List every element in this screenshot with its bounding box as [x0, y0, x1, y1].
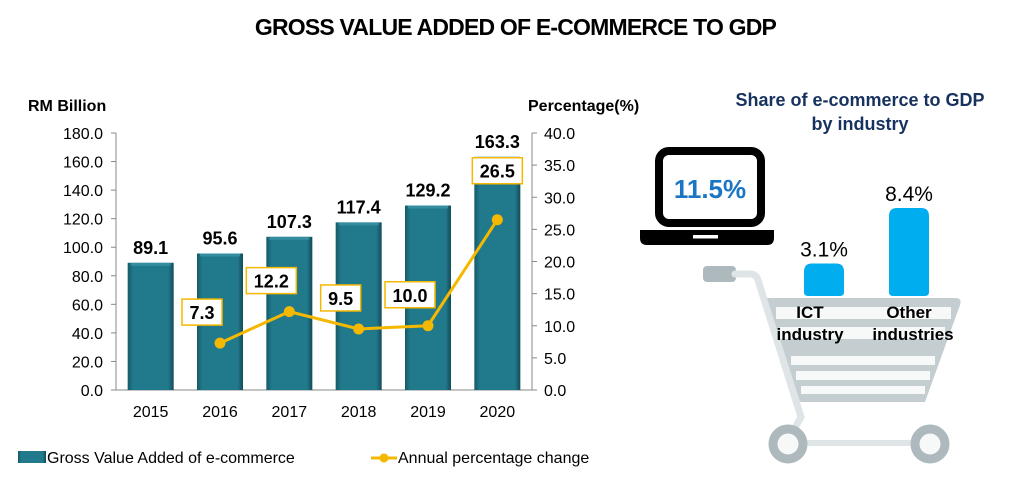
- legend-bar-swatch: [18, 451, 46, 463]
- right-tick-label: 10.0: [544, 319, 575, 336]
- bar-highlight: [269, 236, 310, 240]
- bar-data-label: 107.3: [267, 212, 312, 232]
- right-tick-label: 25.0: [544, 222, 575, 239]
- industry-value-label: 3.1%: [800, 239, 848, 262]
- bar-highlight: [130, 262, 171, 266]
- bar: [127, 262, 174, 390]
- line-point: [353, 323, 365, 335]
- right-tick-label: 30.0: [544, 190, 575, 207]
- line-data-label: 12.2: [254, 272, 289, 292]
- line-point: [283, 306, 295, 318]
- left-tick-label: 140.0: [63, 183, 103, 200]
- line-data-label: 7.3: [189, 303, 214, 323]
- bar-data-label: 163.3: [475, 132, 520, 152]
- industry-bar: [889, 208, 929, 296]
- x-tick-label: 2019: [410, 404, 446, 421]
- total-share-label: 11.5%: [674, 174, 746, 204]
- left-axis: 0.0 20.0 40.0 60.0 80.0 100.0 120.0 140.0 160.0 1…: [63, 126, 532, 400]
- left-tick-label: 120.0: [63, 212, 103, 229]
- chart-title: GROSS VALUE ADDED OF E-COMMERCE TO GDP: [254, 14, 777, 40]
- industry-name-line2: industries: [872, 325, 953, 344]
- bar-data-label: 95.6: [202, 229, 237, 249]
- left-tick-label: 40.0: [72, 326, 103, 343]
- line-point: [422, 320, 434, 332]
- x-tick-label: 2017: [272, 404, 308, 421]
- industry-name-line2: industry: [776, 325, 844, 344]
- industry-value-label: 8.4%: [885, 183, 933, 206]
- industry-name-line1: ICT: [796, 303, 824, 322]
- legend-bar-label: Gross Value Added of e-commerce: [47, 450, 295, 467]
- shopping-cart-icon: [703, 266, 961, 464]
- x-tick-label: 2015: [133, 404, 169, 421]
- line-point: [491, 214, 503, 226]
- bar-highlight: [338, 222, 379, 226]
- right-tick-label: 40.0: [544, 126, 575, 143]
- line-data-label-box: [181, 298, 223, 326]
- right-tick-label: 35.0: [544, 158, 575, 175]
- right-tick-label: 0.0: [544, 383, 566, 400]
- line-data-label-box: [471, 156, 524, 185]
- line-data-label: 26.5: [480, 162, 515, 182]
- left-tick-label: 100.0: [63, 240, 103, 257]
- share-title-line2: by industry: [811, 114, 909, 134]
- right-axis: 0.0 5.0 10.0 15.0 20.0 25.0 30.0 35.0 40.0: [531, 126, 575, 400]
- line-point: [214, 337, 226, 349]
- left-tick-label: 0.0: [81, 383, 103, 400]
- right-tick-label: 15.0: [544, 287, 575, 304]
- right-tick-label: 5.0: [544, 351, 566, 368]
- line-series: 7.3 12.2 9.5 10.0 26.5: [181, 156, 524, 349]
- x-tick-label: 2018: [341, 404, 377, 421]
- line-data-label-box: [319, 284, 362, 312]
- line-data-label: 9.5: [328, 289, 353, 309]
- share-title: Share of e-commerce to GDP by industry: [690, 88, 1030, 136]
- bar-data-label: 129.2: [405, 181, 450, 201]
- x-tick-label: 2016: [202, 404, 238, 421]
- left-tick-label: 180.0: [63, 126, 103, 143]
- x-tick-label: 2020: [480, 404, 516, 421]
- line-data-label: 10.0: [392, 286, 427, 306]
- left-tick-label: 20.0: [72, 354, 103, 371]
- industry-bar: [804, 263, 844, 296]
- bar-highlight: [200, 253, 240, 257]
- x-axis-labels: 2015 2016 2017 2018 2019 2020: [133, 404, 515, 421]
- line-data-label-box: [245, 266, 298, 295]
- left-axis-title: RM Billion: [28, 98, 106, 115]
- share-title-line1: Share of e-commerce to GDP: [735, 90, 985, 110]
- bar-highlight: [408, 205, 448, 209]
- left-tick-label: 60.0: [72, 297, 103, 314]
- left-tick-label: 160.0: [63, 155, 103, 172]
- bar-data-label: 89.1: [133, 238, 168, 258]
- right-axis-title: Percentage(%): [528, 98, 639, 115]
- laptop-icon: [640, 147, 774, 245]
- right-tick-label: 20.0: [544, 255, 575, 272]
- legend-line-label: Annual percentage change: [398, 450, 589, 467]
- industry-name-line1: Other: [886, 303, 932, 322]
- industry-share-bars: 3.1% ICT industry 8.4% Other industries: [776, 183, 953, 344]
- bar: [474, 156, 521, 390]
- legend: Gross Value Added of e-commerce Annual p…: [18, 450, 589, 467]
- bar-data-label: 117.4: [337, 197, 381, 217]
- bar-series: 89.1 95.6 107.3 117.4 129.2 163.3: [127, 132, 521, 390]
- legend-line-marker: [379, 453, 389, 463]
- line-data-label-box: [384, 281, 436, 309]
- left-tick-label: 80.0: [72, 269, 103, 286]
